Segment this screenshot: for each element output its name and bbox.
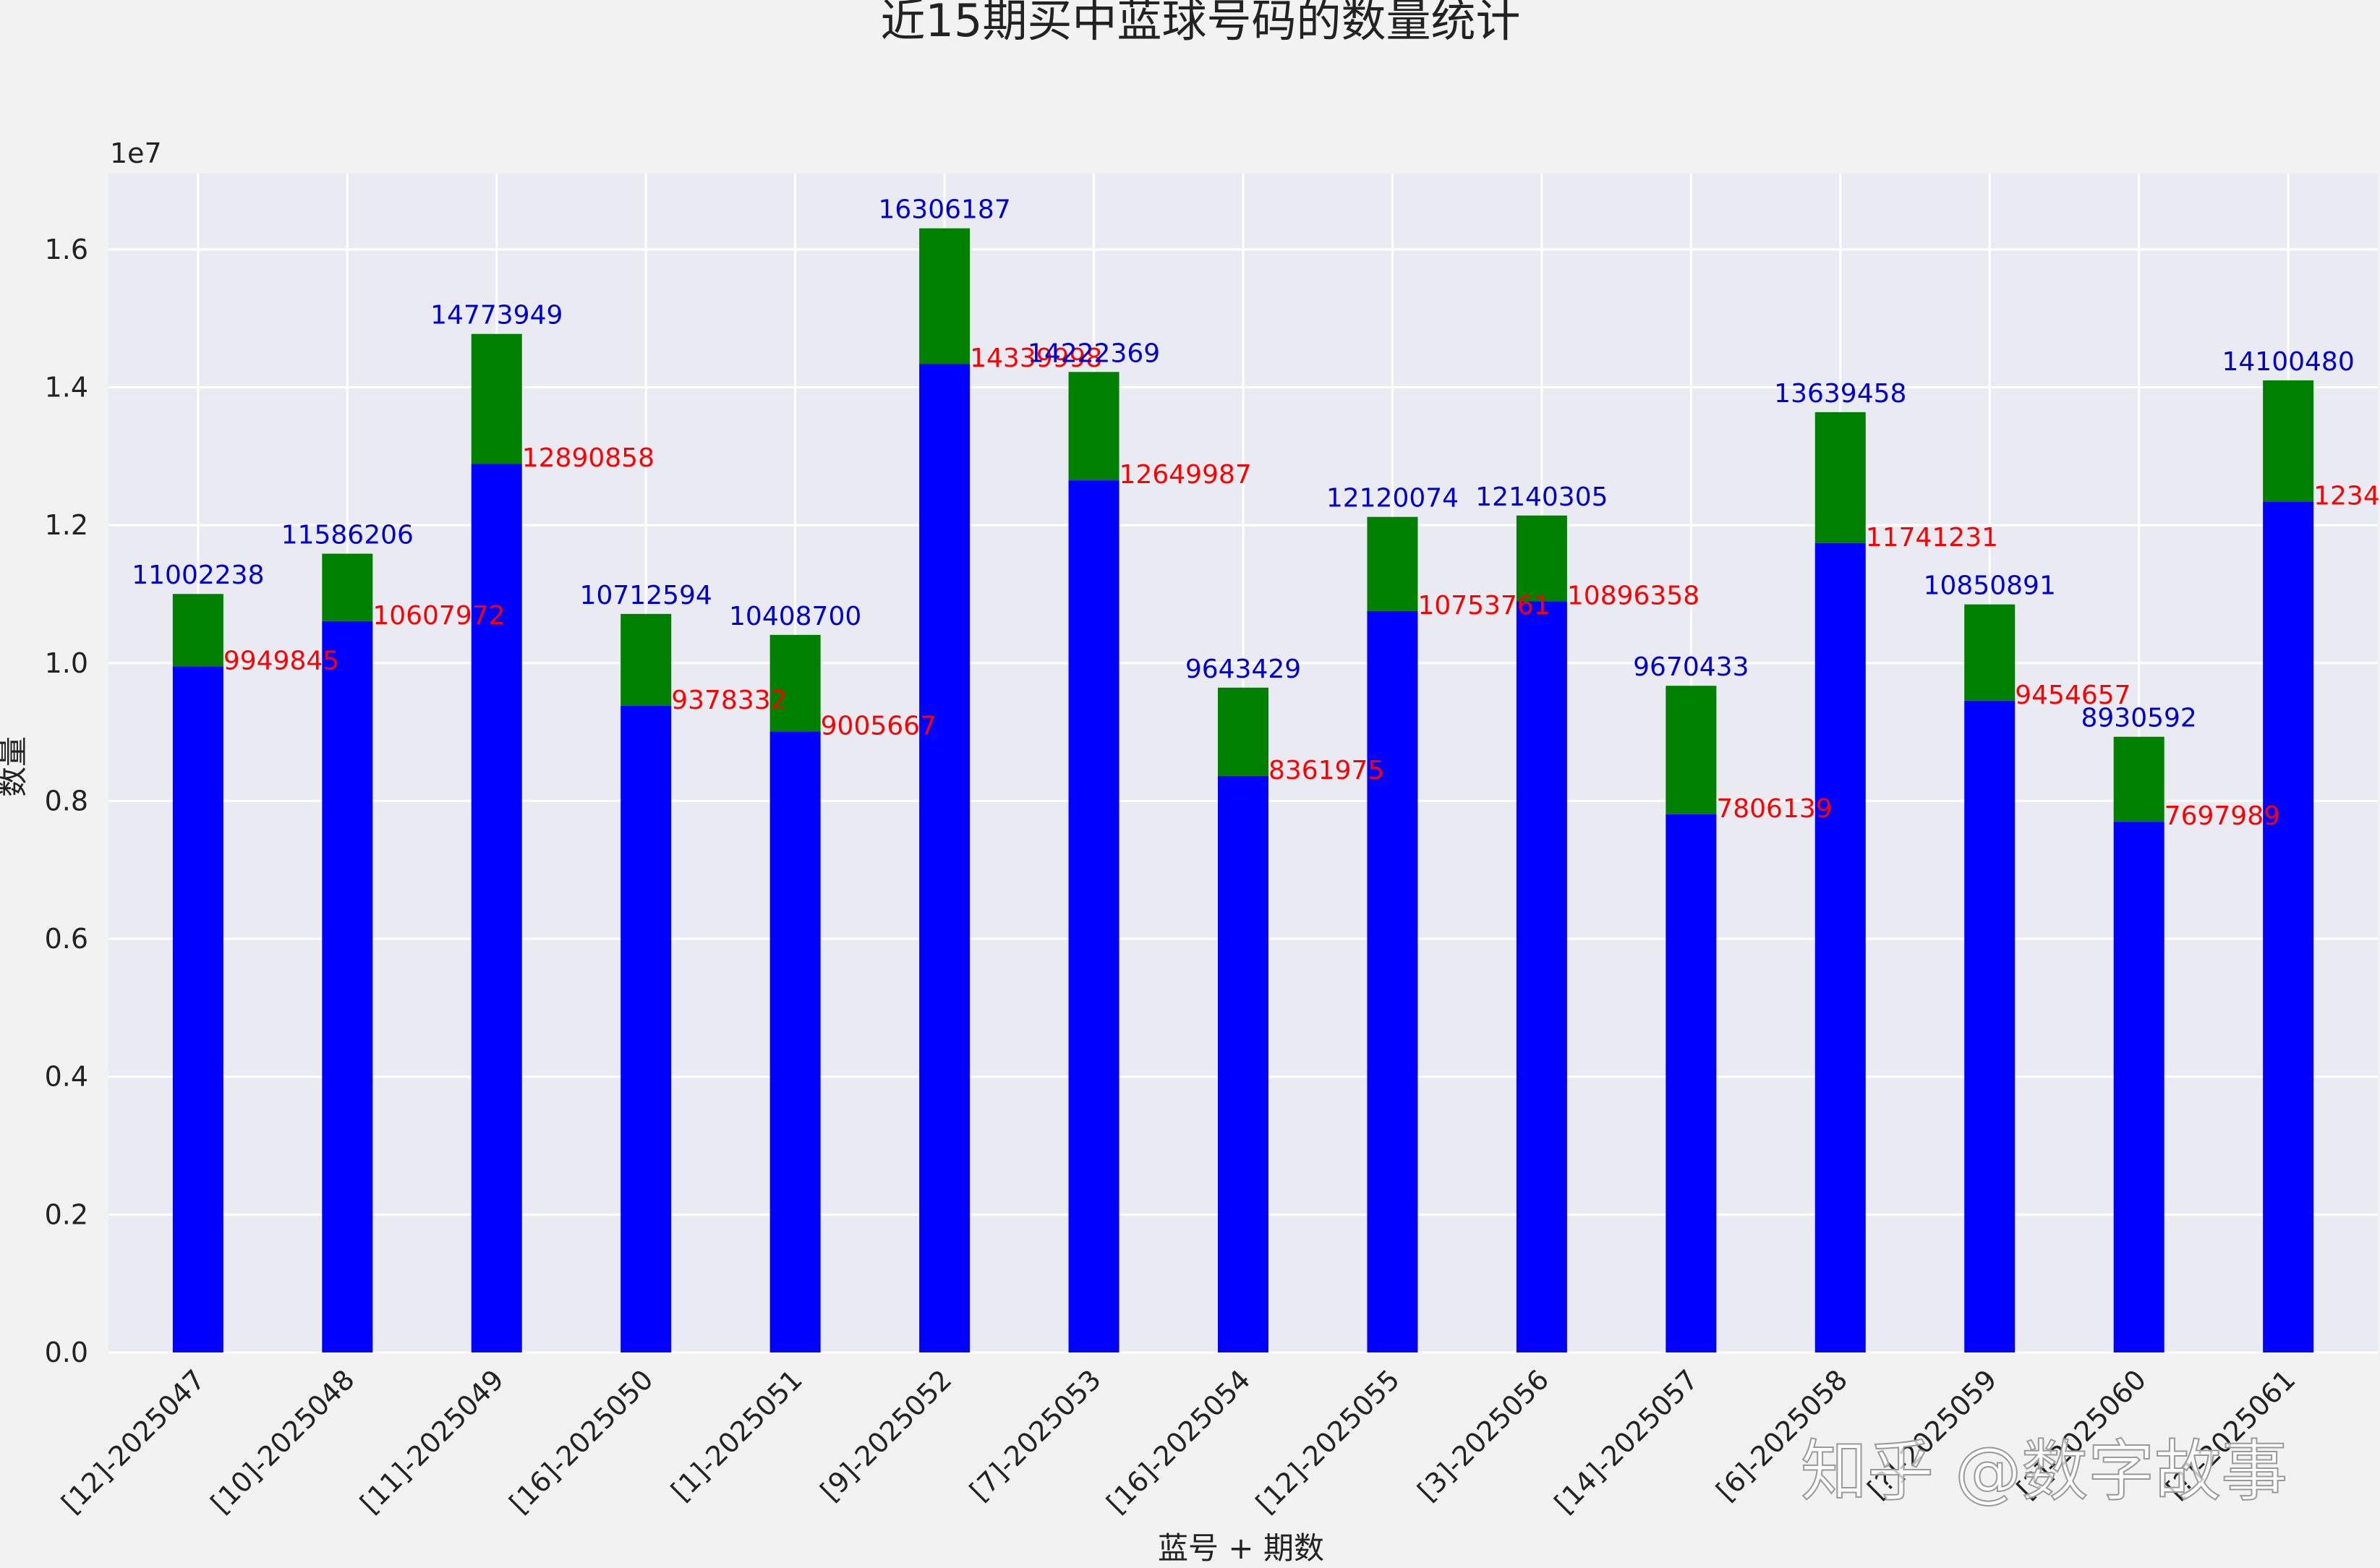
x-tick-label: [3]-2025056: [1412, 1363, 1556, 1507]
bar-base-segment: [172, 666, 223, 1352]
chart-title: 近15期买中蓝球号码的数量统计: [881, 0, 1521, 47]
bar-top-segment: [1964, 604, 2016, 701]
x-tick-label: [16]-2025050: [503, 1363, 660, 1520]
base-value-label: 9005667: [821, 712, 937, 741]
bar-base-segment: [1068, 480, 1119, 1352]
watermark: 知乎 @数字故事: [1801, 1433, 2287, 1510]
total-value-label: 12120074: [1326, 484, 1459, 514]
total-value-label: 10408700: [729, 602, 861, 631]
total-value-label: 8930592: [2081, 704, 2197, 733]
total-value-label: 10712594: [580, 581, 712, 610]
y-tick-label: 0.8: [45, 785, 88, 817]
y-axis-label: 数量: [0, 736, 30, 797]
x-tick-label: [14]-2025057: [1548, 1363, 1705, 1520]
base-value-label: 12890858: [522, 443, 654, 473]
bar-base-segment: [1964, 700, 2016, 1352]
x-tick-label: [11]-2025049: [354, 1363, 510, 1520]
bar-top-segment: [1068, 372, 1119, 481]
y-tick-label: 0.2: [45, 1198, 88, 1230]
bar-top-segment: [1367, 516, 1418, 611]
x-axis-label: 蓝号 + 期数: [1158, 1530, 1324, 1565]
bar-top-segment: [172, 594, 223, 667]
x-tick-label: [12]-2025055: [1250, 1363, 1406, 1520]
bar-top-segment: [322, 553, 373, 621]
x-tick-label: [7]-2025053: [963, 1363, 1107, 1507]
bar-base-segment: [2263, 501, 2314, 1352]
y-tick-label: 1.6: [45, 234, 88, 265]
bar-top-segment: [919, 228, 971, 365]
total-value-label: 14222369: [1028, 338, 1160, 368]
total-value-label: 11586206: [281, 521, 414, 550]
x-tick-label: [1]-2025051: [665, 1363, 809, 1507]
bar-base-segment: [2113, 822, 2164, 1352]
bar-base-segment: [1814, 542, 1866, 1352]
y-tick-label: 1.4: [45, 371, 88, 403]
bar-base-segment: [1218, 775, 1268, 1352]
y-axis-offset-text: 1e7: [110, 137, 162, 169]
base-value-label: 7806139: [1716, 794, 1832, 824]
bar-top-segment: [620, 613, 672, 707]
bar-top-segment: [1814, 412, 1866, 543]
data-labels: 11002238 9949845 11586206 10607972 14773949 1…: [132, 195, 2380, 832]
base-value-label: 14339998: [970, 344, 1102, 373]
total-value-label: 14100480: [2222, 347, 2355, 377]
bars: [172, 228, 2314, 1353]
base-value-label: 9378332: [671, 686, 787, 715]
base-value-label: 10896358: [1567, 581, 1699, 610]
y-tick-label: 0.0: [45, 1337, 88, 1368]
total-value-label: 12140305: [1475, 482, 1608, 512]
bar-top-segment: [2113, 736, 2164, 822]
y-axis-ticks: 0.0 0.2 0.4 0.6 0.8 1.0 1.2 1.4 1.6: [45, 234, 88, 1368]
y-tick-label: 1.0: [45, 647, 88, 679]
bar-base-segment: [471, 464, 522, 1352]
base-value-label: 10607972: [372, 601, 505, 631]
bar-base-segment: [1665, 814, 1717, 1352]
base-value-label: 7697989: [2164, 801, 2280, 831]
y-tick-label: 0.6: [45, 923, 88, 955]
bar-top-segment: [769, 634, 821, 732]
base-value-label: 9949845: [223, 647, 339, 676]
total-value-label: 11002238: [132, 561, 264, 590]
x-tick-label: [12]-2025047: [56, 1363, 212, 1520]
bar-base-segment: [322, 621, 373, 1352]
bar-base-segment: [1516, 601, 1567, 1352]
bar-top-segment: [471, 333, 522, 464]
bar-base-segment: [1367, 610, 1418, 1353]
x-tick-label: [9]-2025052: [814, 1363, 958, 1507]
bar-base-segment: [769, 731, 821, 1352]
base-value-label: 12341123: [2313, 482, 2380, 511]
bar-top-segment: [2263, 380, 2314, 502]
bar-top-segment: [1665, 686, 1717, 814]
base-value-label: 9454657: [2015, 681, 2131, 710]
total-value-label: 9643429: [1185, 655, 1301, 684]
x-tick-label: [10]-2025048: [205, 1363, 361, 1520]
bar-top-segment: [1516, 515, 1567, 602]
bar-top-segment: [1218, 687, 1268, 776]
bar-base-segment: [919, 364, 971, 1353]
base-value-label: 8361975: [1268, 756, 1384, 785]
total-value-label: 14773949: [430, 301, 563, 331]
total-value-label: 10850891: [1924, 571, 2056, 601]
base-value-label: 12649987: [1119, 460, 1252, 490]
total-value-label: 13639458: [1774, 379, 1906, 409]
y-tick-label: 0.4: [45, 1061, 88, 1093]
bar-base-segment: [620, 706, 672, 1352]
x-tick-label: [16]-2025054: [1101, 1363, 1257, 1520]
total-value-label: 16306187: [878, 195, 1010, 225]
base-value-label: 11741231: [1866, 523, 1998, 553]
y-tick-label: 1.2: [45, 509, 88, 541]
base-value-label: 10753761: [1417, 591, 1550, 621]
total-value-label: 9670433: [1633, 652, 1749, 682]
